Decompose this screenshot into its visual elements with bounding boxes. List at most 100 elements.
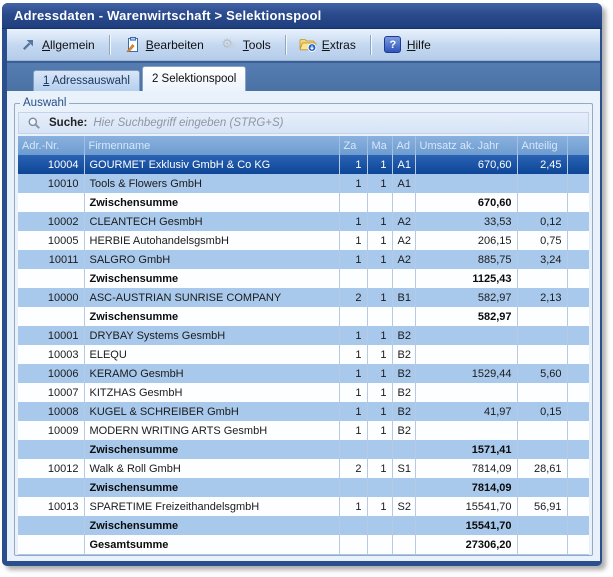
col-header-ad[interactable]: Ad (392, 136, 416, 155)
cell-extra[interactable] (567, 231, 589, 250)
cell-umsatz[interactable]: 206,15 (415, 231, 518, 250)
cell-za[interactable]: 1 (339, 231, 368, 250)
cell-ad[interactable]: B2 (392, 421, 416, 440)
cell-anteilig[interactable] (517, 345, 568, 364)
table-row[interactable]: 10010 Tools & Flowers GmbH 1 1 A1 (18, 174, 589, 193)
menu-hilfe[interactable]: ? Hilfe (378, 34, 439, 56)
table-row[interactable]: 10008 KUGEL & SCHREIBER GmbH 1 1 B2 41,97 0,15 (18, 402, 589, 421)
cell-extra[interactable] (567, 364, 589, 383)
cell-anteilig[interactable] (517, 174, 568, 193)
cell-adr-nr[interactable]: 10002 (18, 212, 85, 231)
cell-ma[interactable]: 1 (367, 250, 393, 269)
cell-adr-nr[interactable]: 10003 (18, 345, 85, 364)
cell-ad[interactable]: A1 (392, 155, 416, 174)
cell-adr-nr[interactable]: 10010 (18, 174, 85, 193)
cell-extra[interactable] (567, 383, 589, 402)
cell-extra[interactable] (567, 155, 589, 174)
cell-ma[interactable]: 1 (367, 155, 393, 174)
cell-anteilig[interactable]: 0,15 (517, 402, 568, 421)
col-header-extra[interactable] (567, 136, 589, 155)
cell-umsatz[interactable]: 582,97 (415, 288, 518, 307)
cell-adr-nr[interactable]: 10013 (18, 497, 85, 516)
cell-adr-nr[interactable]: 10000 (18, 288, 85, 307)
cell-anteilig[interactable] (517, 383, 568, 402)
cell-umsatz[interactable] (415, 174, 518, 193)
col-header-adr-nr[interactable]: Adr.-Nr. (18, 136, 85, 155)
cell-za[interactable]: 1 (339, 383, 368, 402)
cell-firmenname[interactable]: KITZHAS GesmbH (84, 383, 340, 402)
search-bar[interactable]: Suche: Hier Suchbegriff eingeben (STRG+S… (18, 112, 589, 134)
table-row[interactable]: 10011 SALGRO GmbH 1 1 A2 885,75 3,24 (18, 250, 589, 269)
cell-adr-nr[interactable]: 10001 (18, 326, 85, 345)
cell-umsatz[interactable]: 41,97 (415, 402, 518, 421)
cell-adr-nr[interactable]: 10006 (18, 364, 85, 383)
cell-firmenname[interactable]: HERBIE AutohandelsgsmbH (84, 231, 340, 250)
cell-ma[interactable]: 1 (367, 288, 393, 307)
cell-firmenname[interactable]: CLEANTECH GesmbH (84, 212, 340, 231)
cell-ma[interactable]: 1 (367, 212, 393, 231)
cell-umsatz[interactable]: 33,53 (415, 212, 518, 231)
cell-za[interactable]: 1 (339, 497, 368, 516)
cell-za[interactable]: 1 (339, 212, 368, 231)
table-row[interactable]: 10000 ASC-AUSTRIAN SUNRISE COMPANY 2 1 B1 582… (18, 288, 589, 307)
cell-za[interactable]: 1 (339, 326, 368, 345)
cell-adr-nr[interactable]: 10011 (18, 250, 85, 269)
cell-adr-nr[interactable]: 10005 (18, 231, 85, 250)
cell-za[interactable]: 2 (339, 288, 368, 307)
cell-ma[interactable]: 1 (367, 383, 393, 402)
cell-ma[interactable]: 1 (367, 421, 393, 440)
menu-bearbeiten[interactable]: Bearbeiten (117, 34, 212, 56)
menu-extras[interactable]: Extras (293, 34, 364, 56)
cell-extra[interactable] (567, 174, 589, 193)
cell-extra[interactable] (567, 250, 589, 269)
cell-ma[interactable]: 1 (367, 326, 393, 345)
cell-adr-nr[interactable]: 10007 (18, 383, 85, 402)
cell-ad[interactable]: B2 (392, 326, 416, 345)
cell-anteilig[interactable]: 5,60 (517, 364, 568, 383)
cell-adr-nr[interactable]: 10008 (18, 402, 85, 421)
cell-umsatz[interactable] (415, 345, 518, 364)
table-row[interactable]: 10007 KITZHAS GesmbH 1 1 B2 (18, 383, 589, 402)
cell-firmenname[interactable]: KERAMO GesmbH (84, 364, 340, 383)
cell-firmenname[interactable]: SALGRO GmbH (84, 250, 340, 269)
cell-ma[interactable]: 1 (367, 174, 393, 193)
cell-umsatz[interactable] (415, 383, 518, 402)
table-row-selected[interactable]: 10004 GOURMET Exklusiv GmbH & Co KG 1 1 A1 67… (18, 155, 589, 174)
table-row[interactable]: 10013 SPARETIME FreizeithandelsgmbH 1 1 S2 15… (18, 497, 589, 516)
cell-adr-nr[interactable]: 10012 (18, 459, 85, 478)
cell-anteilig[interactable]: 28,61 (517, 459, 568, 478)
cell-anteilig[interactable] (517, 421, 568, 440)
cell-firmenname[interactable]: MODERN WRITING ARTS GesmbH (84, 421, 340, 440)
cell-adr-nr[interactable]: 10004 (18, 155, 85, 174)
col-header-firmenname[interactable]: Firmenname (84, 136, 340, 155)
table-row[interactable]: 10003 ELEQU 1 1 B2 (18, 345, 589, 364)
cell-ma[interactable]: 1 (367, 402, 393, 421)
cell-za[interactable]: 2 (339, 459, 368, 478)
cell-umsatz[interactable]: 670,60 (415, 155, 518, 174)
col-header-anteilig[interactable]: Anteilig (517, 136, 568, 155)
table-row[interactable]: 10009 MODERN WRITING ARTS GesmbH 1 1 B2 (18, 421, 589, 440)
cell-ma[interactable]: 1 (367, 497, 393, 516)
cell-anteilig[interactable] (517, 326, 568, 345)
cell-ad[interactable]: B2 (392, 383, 416, 402)
cell-extra[interactable] (567, 212, 589, 231)
cell-umsatz[interactable]: 885,75 (415, 250, 518, 269)
cell-firmenname[interactable]: DRYBAY Systems GesmbH (84, 326, 340, 345)
cell-firmenname[interactable]: KUGEL & SCHREIBER GmbH (84, 402, 340, 421)
cell-adr-nr[interactable]: 10009 (18, 421, 85, 440)
table-row[interactable]: 10002 CLEANTECH GesmbH 1 1 A2 33,53 0,12 (18, 212, 589, 231)
cell-anteilig[interactable]: 56,91 (517, 497, 568, 516)
cell-ad[interactable]: B1 (392, 288, 416, 307)
cell-ad[interactable]: B2 (392, 364, 416, 383)
cell-firmenname[interactable]: GOURMET Exklusiv GmbH & Co KG (84, 155, 340, 174)
cell-ma[interactable]: 1 (367, 459, 393, 478)
cell-extra[interactable] (567, 497, 589, 516)
cell-ad[interactable]: A2 (392, 250, 416, 269)
cell-ad[interactable]: S1 (392, 459, 416, 478)
cell-za[interactable]: 1 (339, 364, 368, 383)
col-header-za[interactable]: Za (339, 136, 368, 155)
cell-extra[interactable] (567, 421, 589, 440)
col-header-ma[interactable]: Ma (367, 136, 393, 155)
col-header-umsatz-ak-jahr[interactable]: Umsatz ak. Jahr (415, 136, 518, 155)
cell-za[interactable]: 1 (339, 250, 368, 269)
